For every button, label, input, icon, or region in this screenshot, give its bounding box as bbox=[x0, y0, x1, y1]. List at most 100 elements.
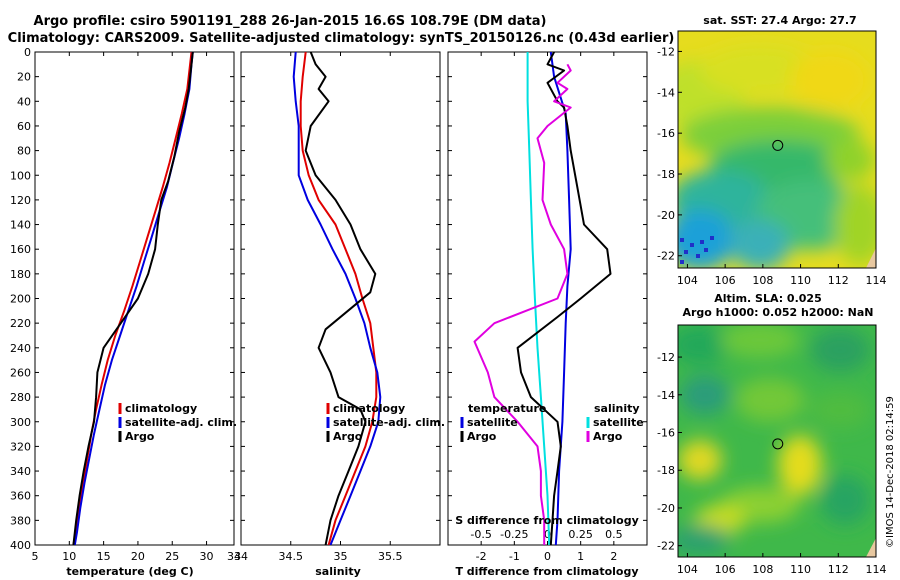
salinity-yticks bbox=[241, 51, 440, 546]
ytick-label: 360 bbox=[10, 490, 31, 503]
map-ytick-label: -14 bbox=[657, 389, 675, 402]
map-xtick-label: 108 bbox=[752, 563, 773, 576]
salinity-axes bbox=[240, 51, 441, 546]
sst-map-frame bbox=[677, 30, 877, 269]
salinity-series bbox=[292, 52, 382, 545]
legend-label-satellite: satellite-adj. clim. bbox=[333, 416, 445, 429]
legend-label-argo: Argo bbox=[125, 430, 155, 443]
series-line-s-argo bbox=[473, 63, 572, 545]
legend-label-s-argo: Argo bbox=[593, 430, 623, 443]
ytick-label: 280 bbox=[10, 391, 31, 404]
ytick-label: 20 bbox=[17, 71, 31, 84]
temperature-series bbox=[72, 52, 194, 545]
ytick-label: 120 bbox=[10, 194, 31, 207]
series-line-argo bbox=[304, 52, 377, 545]
ytick-label: 300 bbox=[10, 416, 31, 429]
difference-xticks: -2 -1 0 1 2 bbox=[476, 52, 617, 563]
xtick-label: 1 bbox=[577, 550, 584, 563]
ytick-label: 140 bbox=[10, 219, 31, 232]
sst-map-field bbox=[678, 31, 876, 268]
salinity-legend: climatology satellite-adj. clim. Argo bbox=[326, 402, 445, 443]
sst-map-yticks: -12 -14 -16 -18 -20 -22 bbox=[657, 45, 682, 263]
sla-map: Altim. SLA: 0.025 Argo h1000: 0.052 h200… bbox=[657, 292, 886, 576]
ytick-label: 200 bbox=[10, 293, 31, 306]
map-xtick-label: 104 bbox=[677, 563, 698, 576]
legend-label-climatology: climatology bbox=[125, 402, 197, 415]
xtick2-label: -0.5 bbox=[470, 528, 491, 541]
map-ytick-label: -14 bbox=[657, 86, 675, 99]
series-line-satellite-adj-clim- bbox=[73, 52, 194, 545]
xtick2-label: 0 bbox=[544, 528, 551, 541]
legend-title-temperature: temperature bbox=[468, 402, 546, 415]
map-ytick-label: -18 bbox=[657, 464, 675, 477]
legend-label-s-satellite: satellite bbox=[593, 416, 644, 429]
map-ytick-label: -20 bbox=[657, 502, 675, 515]
legend-label-argo: Argo bbox=[333, 430, 363, 443]
xtick2-label: 0.5 bbox=[605, 528, 623, 541]
salinity-xlabel: salinity bbox=[315, 565, 361, 578]
series-line-argo bbox=[72, 52, 194, 545]
map-xtick-label: 110 bbox=[790, 274, 811, 287]
xtick-label: 34 bbox=[227, 550, 241, 563]
sla-map-xticks: 104 106 108 110 112 114 bbox=[677, 553, 887, 576]
map-xtick-label: 106 bbox=[715, 274, 736, 287]
map-ytick-label: -18 bbox=[657, 168, 675, 181]
salinity-xticks: 34 34.5 35 35.5 bbox=[234, 52, 403, 563]
map-ytick-label: -16 bbox=[657, 127, 675, 140]
sla-map-title: Altim. SLA: 0.025 bbox=[714, 292, 821, 305]
temperature-xlabel: temperature (deg C) bbox=[66, 565, 193, 578]
difference-panel: -2 -1 0 1 2 -0.5 -0.25 0 0.25 0.5 S difference f… bbox=[447, 51, 648, 578]
map-xtick-label: 112 bbox=[828, 274, 849, 287]
xtick-label: 34 bbox=[234, 550, 248, 563]
sla-map-frame bbox=[677, 324, 877, 558]
sst-map: sat. SST: 27.4 Argo: 27.7 bbox=[657, 14, 887, 287]
temperature-axes bbox=[34, 51, 235, 546]
xtick-label: 30 bbox=[200, 550, 214, 563]
difference-xticks-salinity: -0.5 -0.25 0 0.25 0.5 bbox=[470, 528, 622, 541]
series-line-t-argo bbox=[516, 52, 612, 545]
map-ytick-label: -12 bbox=[657, 351, 675, 364]
xtick2-label: -0.25 bbox=[500, 528, 528, 541]
salinity-panel: 34 34.5 35 35.5 salinity climatology satell… bbox=[234, 51, 445, 578]
sla-map-subtitle: Argo h1000: 0.052 h2000: NaN bbox=[682, 306, 873, 319]
ytick-label: 180 bbox=[10, 268, 31, 281]
map-ytick-label: -12 bbox=[657, 45, 675, 58]
temperature-legend: climatology satellite-adj. clim. Argo bbox=[118, 402, 237, 443]
figure-title-line2: Climatology: CARS2009. Satellite-adjuste… bbox=[8, 31, 675, 46]
temperature-yticks: 0 20 40 60 80 100 120 140 160 180 200 220 240 260 280 3… bbox=[10, 46, 234, 552]
map-xtick-label: 108 bbox=[752, 274, 773, 287]
legend-title-salinity: salinity bbox=[594, 402, 640, 415]
map-ytick-label: -16 bbox=[657, 427, 675, 440]
difference-series bbox=[473, 52, 612, 545]
map-xtick-label: 114 bbox=[866, 563, 887, 576]
sla-map-yticks: -12 -14 -16 -18 -20 -22 bbox=[657, 351, 682, 553]
ytick-label: 320 bbox=[10, 440, 31, 453]
xtick-label: 35.5 bbox=[378, 550, 403, 563]
map-xtick-label: 114 bbox=[866, 274, 887, 287]
ytick-label: 80 bbox=[17, 145, 31, 158]
legend-label-t-satellite: satellite bbox=[467, 416, 518, 429]
ytick-label: 240 bbox=[10, 342, 31, 355]
legend-label-climatology: climatology bbox=[333, 402, 405, 415]
difference-legend: temperature satellite Argo salinity sate… bbox=[460, 402, 644, 443]
sst-map-profile-marker bbox=[772, 139, 784, 151]
series-line-s-satellite bbox=[526, 52, 551, 545]
map-ytick-label: -20 bbox=[657, 209, 675, 222]
xtick2-label: 0.25 bbox=[568, 528, 593, 541]
sst-map-title: sat. SST: 27.4 Argo: 27.7 bbox=[703, 14, 856, 27]
map-ytick-label: -22 bbox=[657, 540, 675, 553]
difference-xlabel-salinity: S difference from climatology bbox=[455, 514, 639, 527]
figure-title-line1: Argo profile: csiro 5901191_288 26-Jan-2… bbox=[34, 14, 547, 29]
difference-yticks bbox=[448, 51, 647, 546]
ytick-label: 0 bbox=[24, 46, 31, 59]
temperature-panel: 0 20 40 60 80 100 120 140 160 180 200 220 240 260 280 3… bbox=[10, 46, 241, 578]
sst-map-xticks: 104 106 108 110 112 114 bbox=[677, 264, 887, 287]
series-line-climatology bbox=[72, 52, 193, 545]
series-line-satellite-adj-clim- bbox=[292, 52, 382, 545]
xtick-label: 20 bbox=[131, 550, 145, 563]
sla-map-field bbox=[678, 325, 876, 557]
xtick-label: 10 bbox=[62, 550, 76, 563]
map-ytick-label: -22 bbox=[657, 250, 675, 263]
ytick-label: 380 bbox=[10, 514, 31, 527]
